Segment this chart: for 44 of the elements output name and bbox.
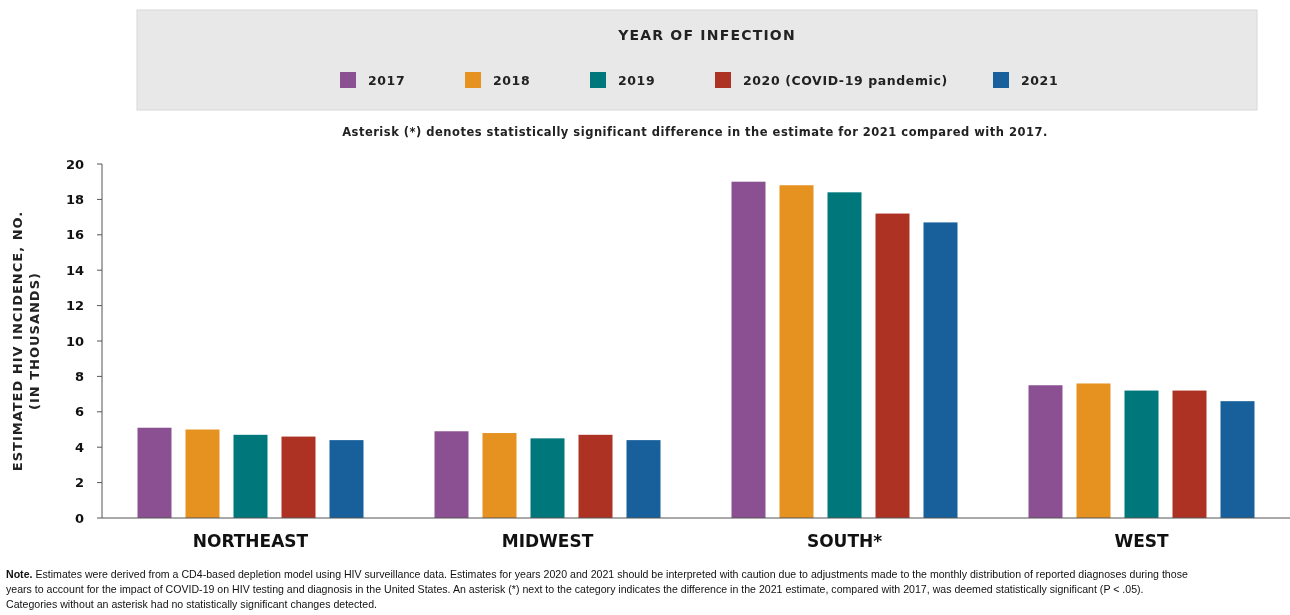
legend-label: 2018: [493, 73, 531, 88]
bar: [1028, 385, 1063, 518]
x-tick-label: SOUTH*: [806, 531, 883, 551]
legend-label: 2020 (COVID-19 pandemic): [743, 73, 948, 88]
bar: [1172, 390, 1207, 518]
bar: [827, 192, 862, 518]
bar: [281, 436, 316, 518]
y-tick-label: 18: [65, 191, 84, 207]
legend-title: YEAR OF INFECTION: [617, 27, 796, 43]
bar: [233, 434, 268, 518]
bar: [1124, 390, 1159, 518]
bar: [875, 213, 910, 518]
y-tick-label: 12: [65, 298, 84, 314]
chart-subtitle: Asterisk (*) denotes statistically significant difference in the estimate for 2021 compared with 2017.: [342, 125, 1048, 139]
x-tick-label: MIDWEST: [501, 531, 594, 551]
y-tick-label: 0: [74, 510, 84, 526]
bar: [779, 185, 814, 518]
y-tick-label: 8: [74, 368, 84, 384]
bar: [1076, 383, 1111, 518]
y-tick-label: 14: [65, 262, 84, 278]
y-tick-label: 4: [74, 439, 84, 455]
bar: [137, 427, 172, 518]
text: Note. Estimates were derived from a CD4-based depletion model using HIV surveillance data. Estimates for years 2020 and 2021 should be interpreted with caution due to adjustments made to the monthly distribution of reported diagnoses during those years to account for the impact of COVID-19 on HIV testing and diagnosis in the United States. An asterisk (*) next to the category indicates the difference in the 2021 estimate, compared with 2017, was deemed statistically significant (P < .05). Categories without an asterisk had no statistically significant changes detected.: [6, 567, 1189, 612]
y-tick-label: 16: [65, 227, 84, 243]
bar: [731, 181, 766, 518]
bar: [626, 440, 661, 518]
legend-label: 2019: [618, 73, 656, 88]
bar: [578, 434, 613, 518]
x-tick-label: WEST: [1114, 531, 1169, 551]
bar: [329, 440, 364, 518]
y-tick-label: 10: [65, 333, 84, 349]
legend-label: 2017: [368, 73, 406, 88]
y-tick-label: 2: [74, 475, 84, 491]
bar: [530, 438, 565, 518]
y-tick-label: 20: [65, 156, 84, 172]
x-tick-label: NORTHEAST: [192, 531, 309, 551]
y-axis-title: ESTIMATED HIV INCIDENCE, NO. (IN THOUSANDS): [10, 210, 42, 472]
bar: [185, 429, 220, 518]
bar: [482, 433, 517, 518]
bar: [434, 431, 469, 518]
bar: [1220, 401, 1255, 518]
legend-label: 2021: [1021, 73, 1059, 88]
bar: [923, 222, 958, 518]
y-tick-label: 6: [74, 404, 84, 420]
